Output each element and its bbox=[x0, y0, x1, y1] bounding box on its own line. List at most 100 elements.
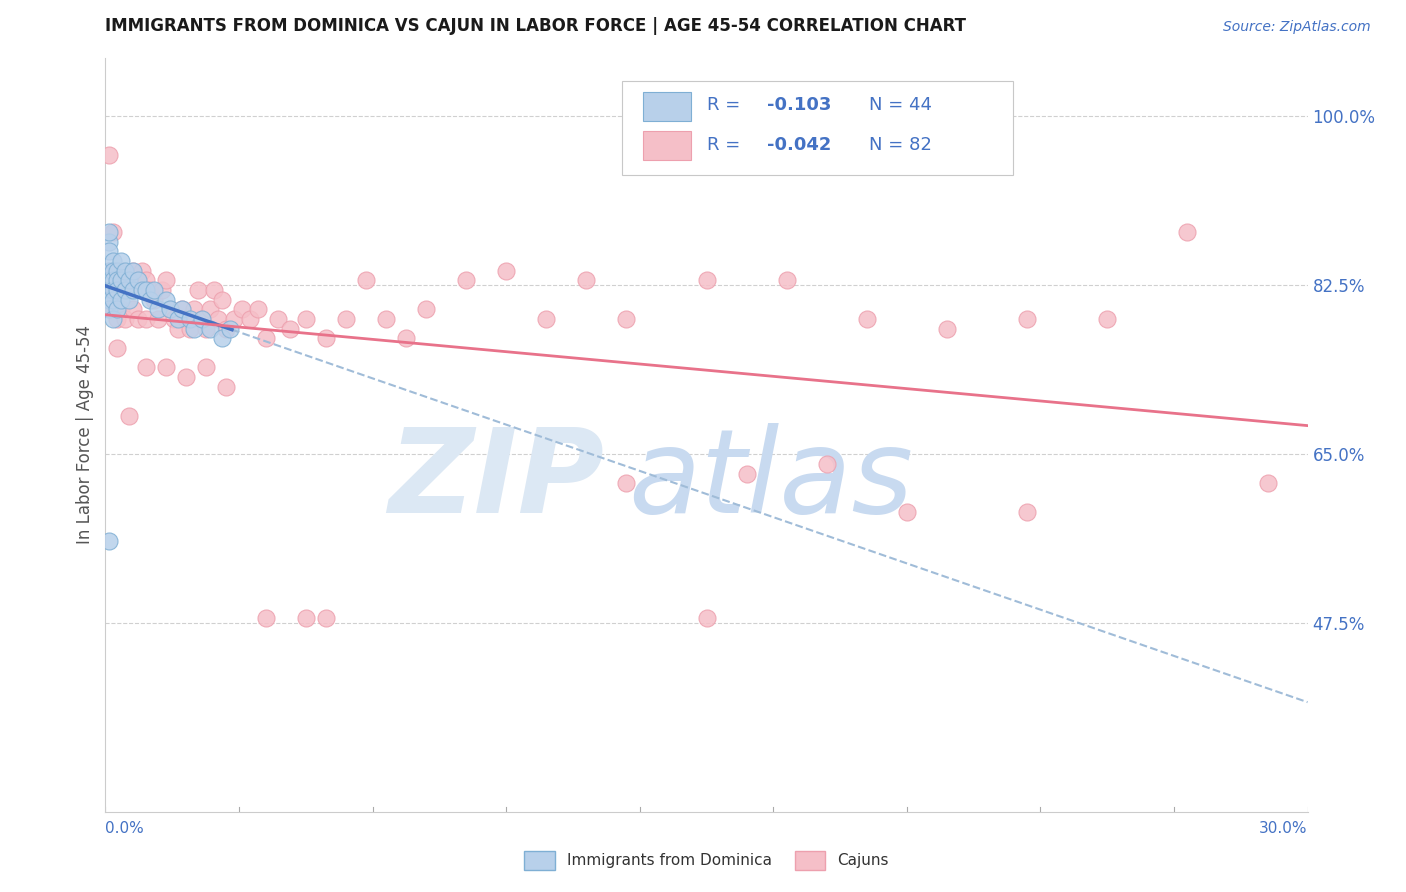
Point bbox=[534, 312, 557, 326]
Point bbox=[198, 321, 221, 335]
Point bbox=[335, 312, 357, 326]
Point bbox=[616, 476, 638, 491]
Point bbox=[110, 263, 132, 277]
Point bbox=[98, 293, 121, 307]
Point bbox=[142, 293, 165, 307]
Point bbox=[103, 312, 125, 326]
Point bbox=[214, 379, 236, 393]
Point bbox=[179, 321, 201, 335]
Point bbox=[98, 235, 121, 249]
Point bbox=[114, 312, 136, 326]
Point bbox=[776, 273, 799, 287]
Point bbox=[107, 273, 129, 287]
Point bbox=[166, 321, 188, 335]
Point bbox=[131, 263, 153, 277]
Text: IMMIGRANTS FROM DOMINICA VS CAJUN IN LABOR FORCE | AGE 45-54 CORRELATION CHART: IMMIGRANTS FROM DOMINICA VS CAJUN IN LAB… bbox=[105, 17, 966, 35]
Point bbox=[174, 312, 197, 326]
Point bbox=[239, 312, 262, 326]
Point bbox=[107, 263, 129, 277]
Point bbox=[162, 312, 184, 326]
Text: Source: ZipAtlas.com: Source: ZipAtlas.com bbox=[1223, 21, 1371, 34]
Point bbox=[696, 611, 718, 625]
Point bbox=[1257, 476, 1279, 491]
Point bbox=[315, 331, 337, 345]
Text: atlas: atlas bbox=[628, 423, 914, 537]
Point bbox=[174, 369, 197, 384]
Point bbox=[211, 293, 233, 307]
Point bbox=[107, 341, 129, 355]
Point bbox=[103, 283, 125, 297]
Point bbox=[103, 225, 125, 239]
Point bbox=[495, 263, 517, 277]
Point bbox=[222, 312, 245, 326]
Text: R =: R = bbox=[707, 136, 745, 153]
Point bbox=[267, 312, 290, 326]
Point bbox=[118, 283, 141, 297]
Point bbox=[166, 312, 188, 326]
Point bbox=[254, 611, 277, 625]
Point bbox=[896, 505, 918, 519]
Point bbox=[616, 312, 638, 326]
Point bbox=[122, 302, 145, 317]
Point bbox=[122, 263, 145, 277]
Text: N = 44: N = 44 bbox=[869, 96, 932, 114]
Point bbox=[107, 302, 129, 317]
Point bbox=[198, 302, 221, 317]
Point bbox=[110, 293, 132, 307]
Point bbox=[114, 263, 136, 277]
Point bbox=[127, 273, 149, 287]
Point bbox=[1097, 312, 1119, 326]
Point bbox=[295, 611, 318, 625]
Point bbox=[98, 534, 121, 549]
Point bbox=[150, 283, 173, 297]
Point bbox=[98, 263, 121, 277]
Point bbox=[1017, 505, 1039, 519]
Point bbox=[127, 312, 149, 326]
Point bbox=[103, 273, 125, 287]
Point bbox=[114, 273, 136, 287]
Y-axis label: In Labor Force | Age 45-54: In Labor Force | Age 45-54 bbox=[76, 326, 94, 544]
Point bbox=[146, 312, 169, 326]
Point bbox=[131, 283, 153, 297]
Point bbox=[936, 321, 959, 335]
Point bbox=[138, 293, 160, 307]
Point bbox=[415, 302, 437, 317]
Point bbox=[395, 331, 418, 345]
Point bbox=[295, 312, 318, 326]
Point bbox=[118, 273, 141, 287]
Point bbox=[103, 263, 125, 277]
Point bbox=[1017, 312, 1039, 326]
Point bbox=[98, 302, 121, 317]
Text: R =: R = bbox=[707, 96, 745, 114]
Point bbox=[170, 302, 193, 317]
Point bbox=[246, 302, 269, 317]
Point bbox=[183, 321, 205, 335]
Point bbox=[98, 263, 121, 277]
Point bbox=[98, 244, 121, 259]
Text: -0.103: -0.103 bbox=[766, 96, 831, 114]
Point bbox=[194, 321, 217, 335]
Point bbox=[278, 321, 301, 335]
Point bbox=[103, 254, 125, 268]
Point bbox=[155, 273, 177, 287]
Point bbox=[354, 273, 377, 287]
Point bbox=[190, 312, 212, 326]
Text: N = 82: N = 82 bbox=[869, 136, 932, 153]
Point bbox=[103, 283, 125, 297]
Point bbox=[98, 225, 121, 239]
FancyBboxPatch shape bbox=[623, 80, 1014, 175]
Point bbox=[183, 302, 205, 317]
Point bbox=[127, 273, 149, 287]
Point bbox=[98, 302, 121, 317]
Point bbox=[315, 611, 337, 625]
Point bbox=[110, 273, 132, 287]
Point bbox=[575, 273, 598, 287]
Point bbox=[135, 283, 157, 297]
Point bbox=[103, 293, 125, 307]
FancyBboxPatch shape bbox=[643, 131, 690, 160]
Point bbox=[179, 312, 201, 326]
Point bbox=[107, 273, 129, 287]
Point bbox=[155, 293, 177, 307]
Point bbox=[118, 293, 141, 307]
Point bbox=[98, 147, 121, 161]
